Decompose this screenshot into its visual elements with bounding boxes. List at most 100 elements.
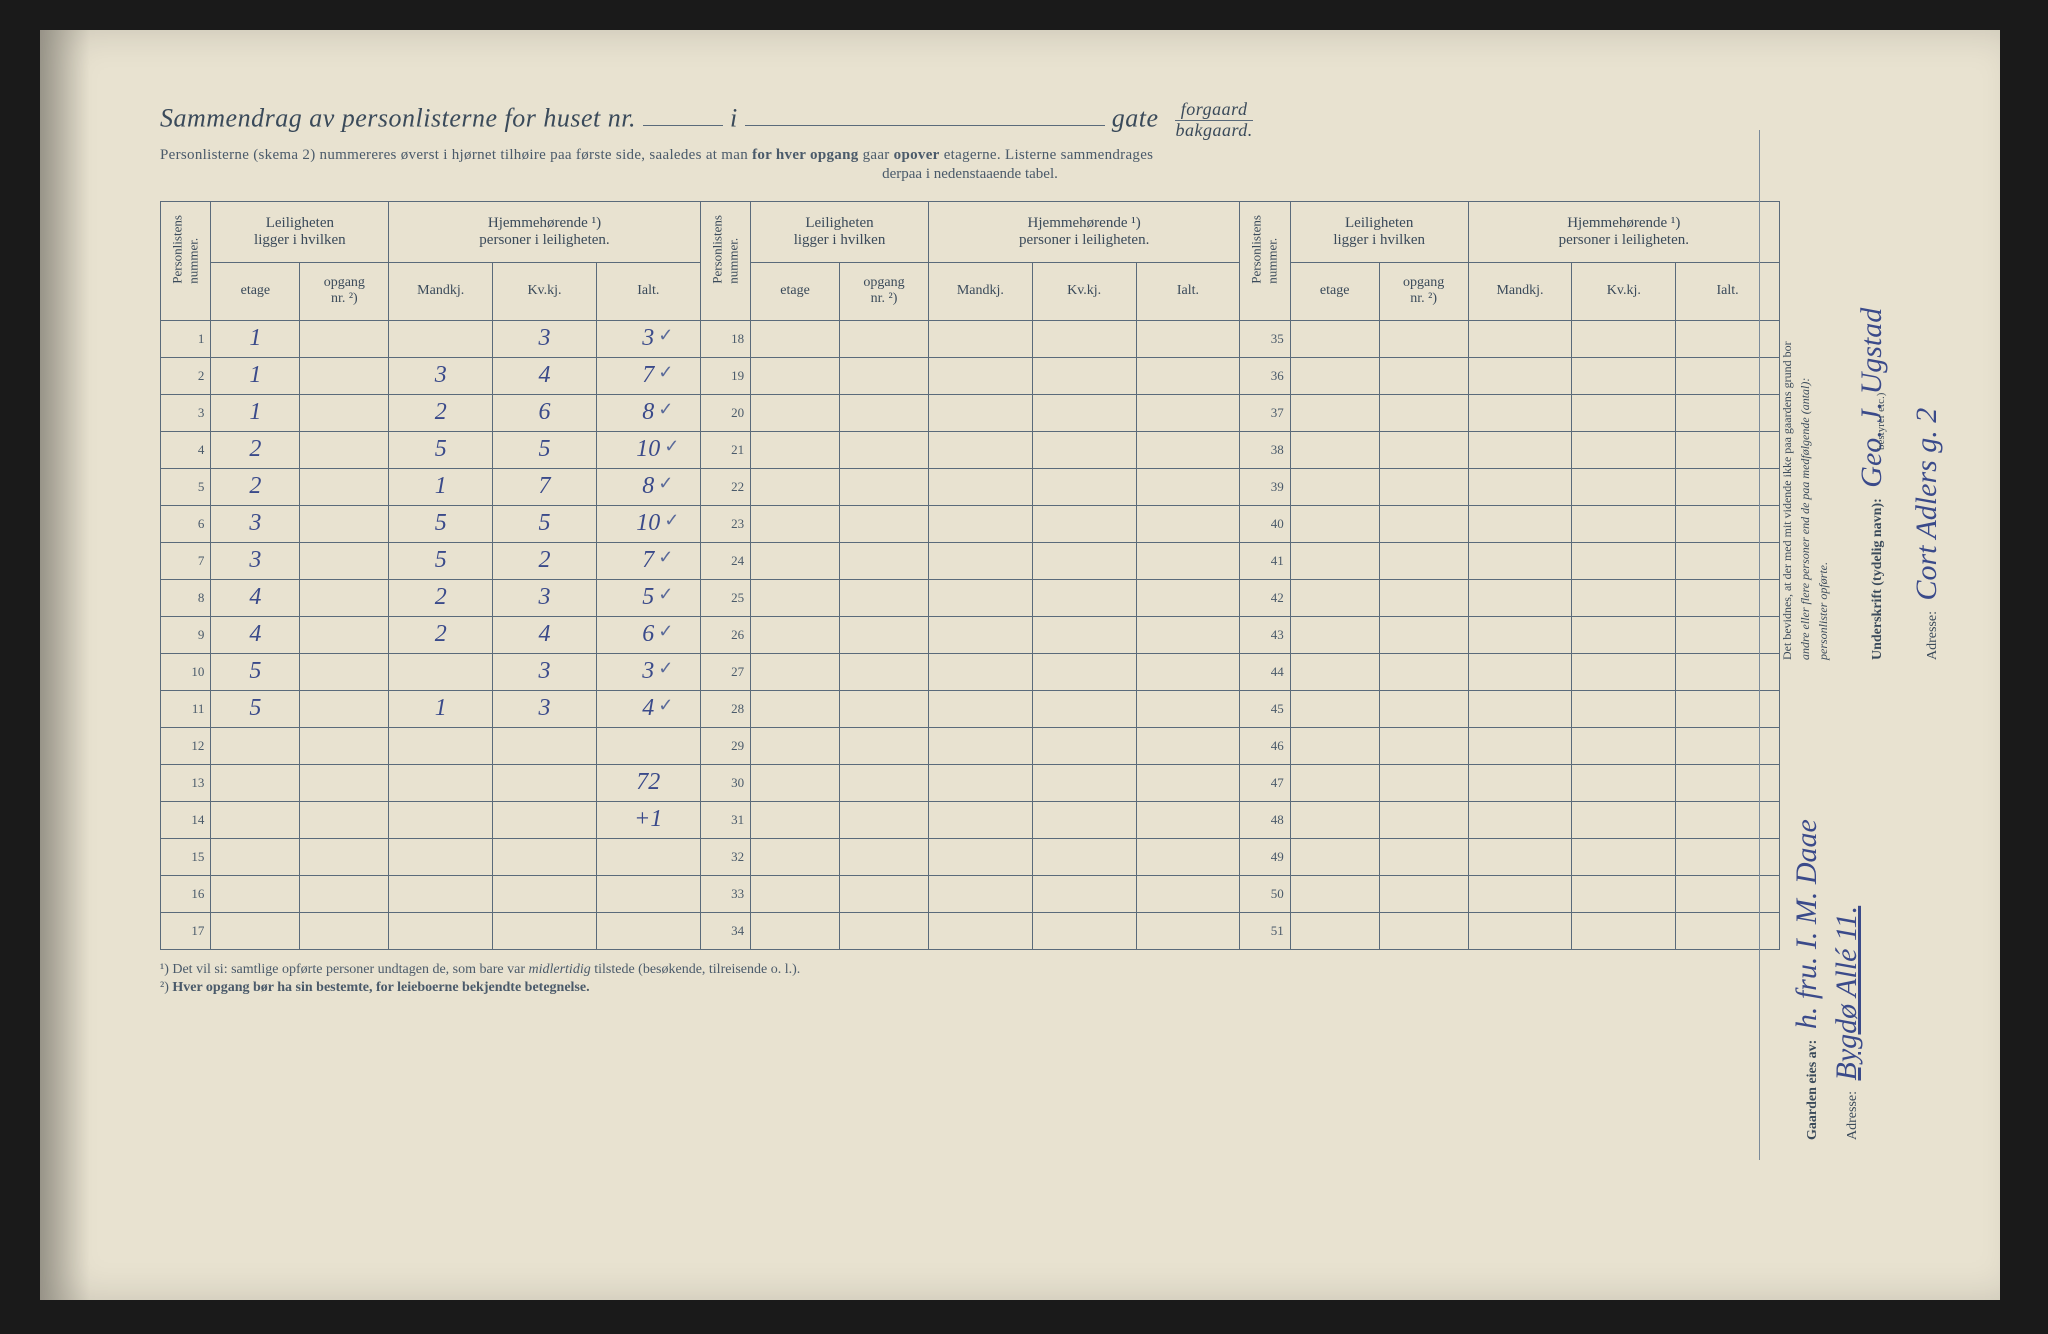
- cell: [389, 653, 493, 690]
- cell: [300, 653, 389, 690]
- cell: 1: [389, 468, 493, 505]
- cell: [389, 727, 493, 764]
- table-row: 10533✓2744: [161, 653, 1780, 690]
- table-head: Personlistensnummer. Leilighetenligger i…: [161, 201, 1780, 320]
- cell: 7: [493, 468, 597, 505]
- title-i: i: [730, 103, 738, 132]
- cell: [1379, 320, 1468, 357]
- cell: [928, 764, 1032, 801]
- cell: 2: [493, 542, 597, 579]
- row-number: 26: [700, 616, 750, 653]
- cell: [928, 505, 1032, 542]
- cell: 5: [493, 505, 597, 542]
- cell: [300, 838, 389, 875]
- cell: [751, 690, 840, 727]
- adresse1-value: Bygdø Allé 11.: [1830, 906, 1863, 1081]
- cell: 4: [493, 616, 597, 653]
- row-number: 38: [1240, 431, 1290, 468]
- row-number: 51: [1240, 912, 1290, 949]
- col-kvkj-2: Kv.kj.: [1032, 262, 1136, 320]
- cell: [1379, 542, 1468, 579]
- row-number: 47: [1240, 764, 1290, 801]
- cell: [300, 727, 389, 764]
- cell: [1468, 579, 1572, 616]
- cell: [751, 801, 840, 838]
- cell: [840, 579, 929, 616]
- cell: [1032, 616, 1136, 653]
- cell: [840, 320, 929, 357]
- cell: [1290, 690, 1379, 727]
- row-number: 33: [700, 875, 750, 912]
- cell: [300, 542, 389, 579]
- cell: [928, 468, 1032, 505]
- cell: [1032, 431, 1136, 468]
- cell: [1572, 764, 1676, 801]
- table-row: 14+13148: [161, 801, 1780, 838]
- title-line: Sammendrag av personlisterne for huset n…: [160, 100, 1780, 141]
- cell: [751, 838, 840, 875]
- col-etage-2: etage: [751, 262, 840, 320]
- cell: [300, 616, 389, 653]
- cell: [751, 542, 840, 579]
- cell: [1290, 653, 1379, 690]
- cell: [211, 838, 300, 875]
- row-number: 31: [700, 801, 750, 838]
- col-kvkj-1: Kv.kj.: [493, 262, 597, 320]
- cell: [751, 616, 840, 653]
- table-row: 13723047: [161, 764, 1780, 801]
- cell: [751, 505, 840, 542]
- cell: 1: [211, 320, 300, 357]
- cell: [211, 727, 300, 764]
- table-body: 1133✓183521347✓193631268✓2037425510✓2138…: [161, 320, 1780, 949]
- cell: [493, 912, 597, 949]
- cell: [928, 690, 1032, 727]
- cell: [1379, 505, 1468, 542]
- cell: [1379, 394, 1468, 431]
- cell: [1379, 431, 1468, 468]
- cell: [1572, 616, 1676, 653]
- cell: [1572, 431, 1676, 468]
- cell: [1572, 357, 1676, 394]
- row-number: 9: [161, 616, 211, 653]
- subtitle-line2: derpaa i nedenstaaende tabel.: [160, 166, 1780, 183]
- cell: 4: [211, 616, 300, 653]
- cell: 2: [389, 616, 493, 653]
- table-row: 635510✓2340: [161, 505, 1780, 542]
- row-number: 5: [161, 468, 211, 505]
- col-leiligheten-2: Leilighetenligger i hvilken: [751, 201, 929, 262]
- cell: [1379, 764, 1468, 801]
- cell: [1379, 357, 1468, 394]
- row-number: 6: [161, 505, 211, 542]
- col-leiligheten-3: Leilighetenligger i hvilken: [1290, 201, 1468, 262]
- cell: [1032, 653, 1136, 690]
- cell: [751, 468, 840, 505]
- fn2-pre: ²): [160, 980, 172, 995]
- cell: [1572, 320, 1676, 357]
- cell: 3: [493, 653, 597, 690]
- cell: [300, 394, 389, 431]
- cell: [300, 801, 389, 838]
- cell: [1468, 616, 1572, 653]
- cell: [300, 320, 389, 357]
- cell: 1: [211, 394, 300, 431]
- row-number: 8: [161, 579, 211, 616]
- cell: [1468, 912, 1572, 949]
- cell: [1290, 542, 1379, 579]
- cell: [1136, 690, 1240, 727]
- cell: 3: [493, 579, 597, 616]
- blank-house-nr: [643, 107, 723, 126]
- cell: [1379, 838, 1468, 875]
- cell: [1032, 357, 1136, 394]
- bevidnes-1: Det bevidnes, at der med mit vidende ikk…: [1780, 341, 1795, 660]
- cell: [1032, 764, 1136, 801]
- cell: [300, 468, 389, 505]
- cell: 8✓: [596, 468, 700, 505]
- blank-street: [745, 107, 1105, 126]
- cell: [840, 801, 929, 838]
- bevidnes-3: personlister opførte.: [1816, 562, 1831, 660]
- forgaard-bakgaard: forgaard bakgaard.: [1175, 100, 1252, 141]
- cell: [840, 838, 929, 875]
- cell: [928, 320, 1032, 357]
- cell: [211, 912, 300, 949]
- cell: [751, 875, 840, 912]
